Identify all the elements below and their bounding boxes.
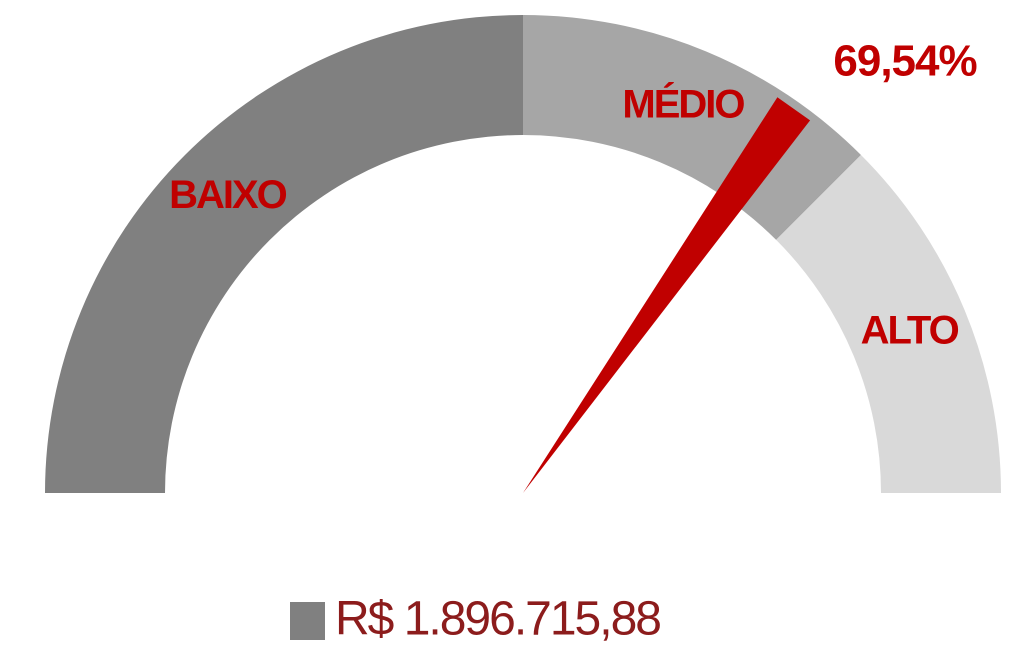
needle <box>523 97 811 494</box>
gauge-band <box>776 155 1001 493</box>
value-label: 69,54% <box>833 37 976 86</box>
legend-swatch <box>290 602 325 640</box>
gauge-band <box>523 15 861 240</box>
legend-label: R$ 1.896.715,88 <box>335 593 660 646</box>
band-label: MÉDIO <box>622 81 744 126</box>
band-label: ALTO <box>861 309 959 353</box>
gauge-band <box>45 15 523 493</box>
band-label: BAIXO <box>169 173 287 217</box>
